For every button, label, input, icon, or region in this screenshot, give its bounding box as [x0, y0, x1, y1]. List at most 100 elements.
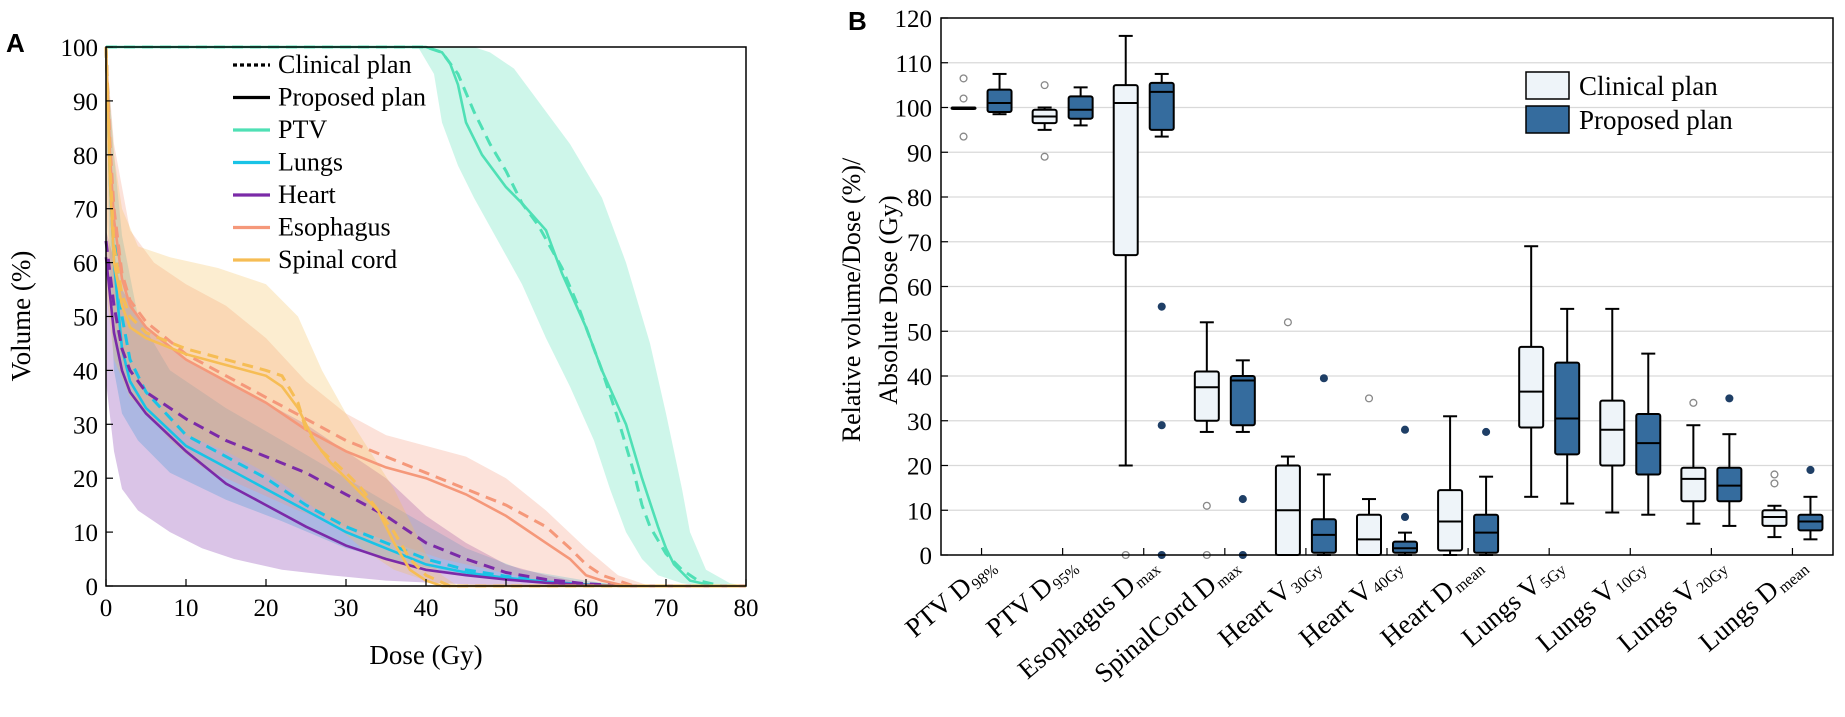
- box-proposed-plan: [1554, 361, 1581, 456]
- dvh-line-proposed-ptv: [106, 45, 746, 588]
- box-y-tick-label: 70: [907, 230, 932, 257]
- dvh-chart: 0 10 20 30 40 50 60 70 800102030405060708090100 …: [6, 35, 759, 670]
- dvh-line-clinical-spinal-cord: [104, 46, 746, 588]
- dvh-y-tick-label: 90: [73, 89, 98, 116]
- box-outlier-proposed-plan: [1725, 394, 1734, 403]
- dvh-x-tick-label: 70: [654, 595, 679, 622]
- box-proposed-plan: [986, 88, 1013, 113]
- dvh-bands: [106, 47, 746, 587]
- dvh-line-clinical-ptv: [106, 45, 746, 588]
- dvh-x-tick-label: 50: [494, 595, 519, 622]
- dvh-y-tick-label: 10: [73, 520, 98, 547]
- box-y-tick-label: 60: [907, 275, 932, 302]
- box-outlier-clinical-plan: [959, 94, 968, 103]
- dvh-line-clinical-esophagus: [104, 46, 746, 588]
- panel-label-a: A: [6, 28, 25, 58]
- dvh-x-tick-label: 30: [334, 595, 359, 622]
- dvh-legend-label-esophagus: Esophagus: [278, 213, 391, 242]
- dvh-x-tick-label: 60: [574, 595, 599, 622]
- box-clinical-plan: [1761, 509, 1788, 527]
- box-x-tick-label: SpinalCord Dmax: [1088, 551, 1245, 690]
- box-outlier-clinical-plan: [1040, 152, 1049, 161]
- box-y-axis-label-line1: Relative volume/Dose (%)/: [837, 157, 866, 442]
- box-proposed-plan: [1635, 413, 1662, 476]
- box-y-tick-label: 40: [907, 364, 932, 391]
- box-proposed-plan: [1067, 95, 1094, 120]
- box-proposed-plan: [1392, 540, 1418, 554]
- dvh-line-proposed-spinal-cord: [104, 46, 746, 588]
- box-clinical-plan: [1356, 513, 1382, 556]
- box-outlier-proposed-plan: [1482, 427, 1491, 436]
- box-proposed-plan: [1797, 513, 1824, 532]
- dvh-line-proposed-esophagus: [104, 46, 746, 588]
- box-x-tick-label: PTV D98%: [899, 551, 1002, 644]
- dvh-line-clinical-heart: [104, 240, 746, 588]
- dvh-band-ptv: [106, 47, 746, 586]
- box-y-tick-label: 80: [907, 185, 932, 212]
- box-outlier-proposed-plan: [1400, 512, 1410, 522]
- box-legend-label-clinical-plan: Clinical plan: [1579, 71, 1718, 101]
- box-outlier-clinical-plan: [1040, 81, 1049, 90]
- box-proposed-plan: [1310, 518, 1337, 554]
- dvh-y-tick-label: 70: [73, 197, 98, 224]
- box-outlier-proposed-plan: [1157, 302, 1166, 311]
- box-legend: Clinical plan Proposed plan: [1525, 71, 1733, 135]
- box-clinical-plan: [1599, 399, 1626, 467]
- dvh-x-tick-label: 80: [734, 595, 759, 622]
- box-proposed-plan: [1716, 466, 1743, 503]
- box-outlier-proposed-plan: [1400, 425, 1410, 434]
- box-proposed-plan: [1148, 81, 1175, 131]
- box-outlier-proposed-plan: [1806, 465, 1815, 475]
- dvh-y-tick-label: 80: [73, 143, 98, 170]
- dvh-y-tick-label: 20: [73, 466, 98, 493]
- box-x-tick-label: Lungs Dmean: [1693, 551, 1813, 659]
- box-outlier-clinical-plan: [1689, 398, 1698, 407]
- box-y-tick-label: 120: [895, 6, 933, 33]
- box-outlier-proposed-plan: [1319, 374, 1328, 383]
- box-proposed-plan: [1229, 375, 1256, 427]
- dvh-legend-label-spinal-cord: Spinal cord: [278, 245, 397, 274]
- dvh-legend-label-lungs: Lungs: [278, 148, 343, 177]
- box-y-tick-label: 100: [895, 96, 933, 123]
- box-outlier-proposed-plan: [1157, 421, 1166, 430]
- dvh-y-tick-label: 60: [73, 251, 98, 278]
- dvh-x-axis-label: Dose (Gy): [369, 640, 482, 670]
- box-y-tick-label: 50: [907, 319, 932, 346]
- dvh-lines: [104, 45, 746, 588]
- box-y-tick-label: 10: [907, 498, 932, 525]
- dvh-y-tick-label: 100: [61, 35, 99, 62]
- dvh-band-lungs: [106, 47, 746, 586]
- box-y-tick-label: 0: [920, 543, 933, 570]
- dvh-legend-label-ptv: PTV: [278, 115, 327, 144]
- dvh-y-tick-label: 50: [73, 305, 98, 332]
- box-y-tick-label: 20: [907, 454, 932, 481]
- dvh-legend-label-clinical-plan: Clinical plan: [278, 50, 412, 79]
- box-clinical-plan: [1680, 466, 1707, 503]
- box-outlier-clinical-plan: [959, 74, 968, 83]
- box-outlier-clinical-plan: [1202, 501, 1211, 510]
- dvh-y-tick-label: 40: [73, 358, 98, 385]
- box-y-tick-label: 90: [907, 140, 932, 167]
- dvh-ticks: 0 10 20 30 40 50 60 70 80 0 10 20 30 40 50 60 70 80 90 100: [61, 35, 759, 622]
- box-outlier-clinical-plan: [1283, 318, 1292, 327]
- box-outlier-proposed-plan: [1238, 495, 1247, 504]
- dvh-x-tick-label: 20: [254, 595, 279, 622]
- dvh-y-tick-label: 30: [73, 412, 98, 439]
- dvh-y-axis-label: Volume (%): [6, 251, 36, 382]
- box-y-axis-label-line2: Absolute Dose (Gy): [874, 195, 903, 404]
- box-y-tick-label: 110: [895, 51, 932, 78]
- box-y-tick-label: 30: [907, 409, 932, 436]
- box-clinical-plan: [1437, 489, 1464, 552]
- box-proposed-plan: [1473, 513, 1500, 554]
- box-clinical-plan: [1518, 345, 1545, 429]
- dvh-x-tick-label: 10: [174, 595, 199, 622]
- box-outlier-clinical-plan: [1770, 479, 1779, 488]
- dvh-y-tick-label: 0: [86, 574, 99, 601]
- box-outlier-clinical-plan: [1364, 394, 1374, 403]
- dvh-x-tick-label: 40: [414, 595, 439, 622]
- dvh-legend-label-proposed-plan: Proposed plan: [278, 83, 426, 112]
- box-legend-swatch-clinical-plan: [1525, 71, 1570, 100]
- dvh-legend-label-heart: Heart: [278, 180, 337, 209]
